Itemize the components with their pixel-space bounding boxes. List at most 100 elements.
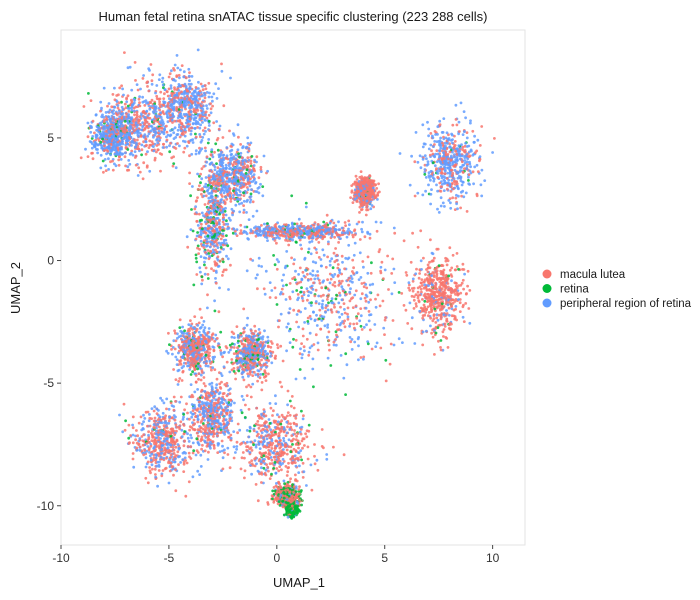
point: [201, 107, 205, 111]
point: [197, 87, 200, 90]
point: [419, 166, 423, 170]
point: [223, 448, 226, 452]
point: [358, 211, 361, 214]
point: [448, 172, 452, 176]
point: [174, 489, 178, 493]
point: [226, 408, 230, 412]
point: [182, 75, 186, 79]
point: [440, 131, 444, 134]
point: [160, 118, 164, 122]
point: [463, 159, 467, 162]
point: [118, 413, 121, 417]
point: [467, 173, 471, 177]
point: [165, 110, 169, 114]
point: [240, 441, 244, 445]
point: [176, 142, 179, 145]
point: [179, 96, 183, 100]
point: [172, 115, 176, 118]
point: [205, 396, 209, 399]
point: [99, 121, 102, 125]
point: [427, 266, 431, 269]
point: [148, 416, 152, 420]
point: [368, 202, 372, 206]
point: [227, 388, 231, 392]
point: [442, 305, 446, 308]
point: [480, 168, 484, 172]
point: [203, 326, 207, 330]
point: [157, 78, 161, 81]
point: [198, 410, 201, 414]
point: [123, 428, 127, 432]
point: [129, 434, 133, 437]
point: [332, 445, 335, 449]
point: [445, 309, 448, 312]
point: [117, 127, 121, 131]
point: [183, 430, 187, 433]
point: [167, 481, 171, 485]
point: [131, 423, 135, 427]
point: [446, 163, 450, 167]
point: [147, 430, 151, 434]
point: [86, 135, 90, 139]
point: [450, 168, 454, 172]
point: [439, 204, 443, 208]
point: [112, 133, 116, 137]
point: [138, 115, 142, 118]
point: [142, 413, 145, 417]
point: [172, 452, 176, 455]
point: [421, 314, 425, 317]
point: [443, 179, 447, 183]
point: [424, 296, 428, 299]
point: [162, 112, 166, 116]
point: [181, 116, 185, 120]
point: [137, 134, 141, 138]
point: [122, 115, 126, 119]
point: [203, 126, 207, 130]
point: [177, 379, 181, 383]
point: [165, 442, 169, 445]
point: [201, 136, 205, 139]
point: [180, 103, 184, 107]
point: [442, 189, 446, 193]
point: [358, 186, 362, 190]
point: [437, 294, 441, 298]
point: [271, 414, 274, 417]
point: [138, 449, 142, 452]
point: [408, 283, 411, 287]
point: [418, 293, 422, 297]
point: [444, 297, 448, 301]
point: [465, 210, 469, 213]
point: [200, 388, 204, 392]
point: [365, 199, 369, 203]
point: [222, 408, 225, 412]
point: [206, 409, 210, 413]
point: [108, 134, 111, 138]
point: [99, 166, 103, 170]
point: [443, 161, 447, 165]
point: [90, 137, 94, 140]
point: [155, 84, 159, 87]
point: [250, 462, 254, 466]
point: [429, 278, 433, 282]
point: [202, 382, 206, 385]
point: [446, 171, 450, 175]
point: [431, 335, 435, 339]
point: [189, 319, 192, 322]
point: [130, 100, 134, 104]
point: [189, 106, 193, 110]
point: [200, 337, 203, 341]
point: [123, 102, 127, 106]
point: [436, 125, 440, 129]
point: [119, 135, 123, 138]
point: [127, 128, 131, 132]
point: [191, 475, 195, 479]
point: [175, 91, 179, 95]
point: [224, 418, 228, 421]
point: [169, 141, 172, 145]
point: [432, 271, 436, 274]
point: [162, 122, 165, 126]
point: [285, 448, 289, 452]
point: [132, 129, 136, 133]
point: [436, 306, 439, 310]
point: [142, 433, 146, 436]
